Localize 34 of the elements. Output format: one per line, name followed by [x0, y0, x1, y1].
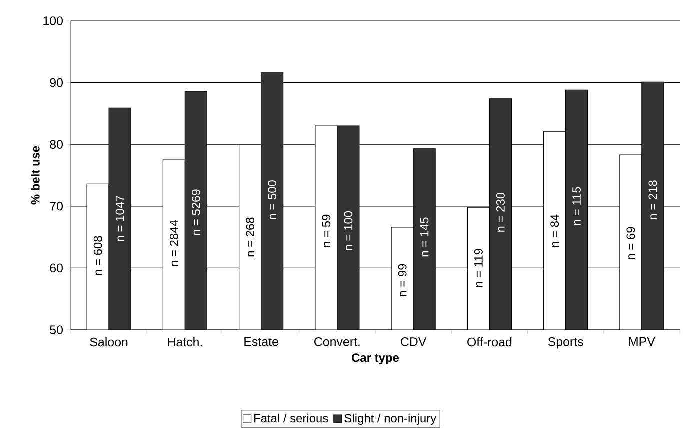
annotation: n = 230: [496, 192, 505, 232]
x-tick-label: CDV: [401, 338, 427, 346]
annotation: n = 59: [322, 214, 331, 248]
y-tick-label: 70: [50, 202, 63, 211]
annotation: n = 145: [420, 218, 429, 257]
annotation: n = 119: [474, 249, 483, 288]
annotation: n = 84: [550, 214, 560, 248]
annotation: n = 5269: [192, 190, 200, 236]
annotation: n = 99: [398, 264, 407, 297]
y-tick-label: 60: [50, 264, 63, 273]
y-tick-label: 90: [50, 78, 63, 88]
legend-label: Slight / non-injury: [344, 414, 437, 426]
x-tick-label: MPV: [629, 338, 656, 346]
y-axis-title: % belt use: [31, 146, 40, 205]
x-tick-label: Saloon: [90, 338, 128, 347]
annotation: n = 69: [626, 227, 636, 260]
annotation: n = 268: [246, 218, 255, 257]
x-tick-label: Convert.: [314, 338, 360, 346]
x-tick-label: Sports: [548, 338, 584, 349]
y-tick-label: 50: [50, 326, 63, 334]
x-tick-label: Off-road: [468, 338, 512, 347]
y-tick-label: 80: [50, 140, 63, 150]
legend-label: Fatal / serious: [254, 414, 328, 423]
annotation: n = 115: [572, 187, 581, 226]
x-tick-label: Hatch.: [168, 338, 202, 347]
y-tick-label: 100: [44, 16, 63, 26]
x-axis-title: Car type: [352, 354, 399, 364]
annotation: n = 1047: [116, 196, 124, 242]
annotation: n = 218: [648, 180, 658, 220]
annotation: n = 500: [268, 180, 277, 220]
annotation: n = 608: [94, 236, 102, 276]
annotation: n = 100: [344, 211, 353, 250]
x-tick-label: Estate: [244, 338, 278, 346]
annotation: n = 2844: [170, 220, 178, 266]
